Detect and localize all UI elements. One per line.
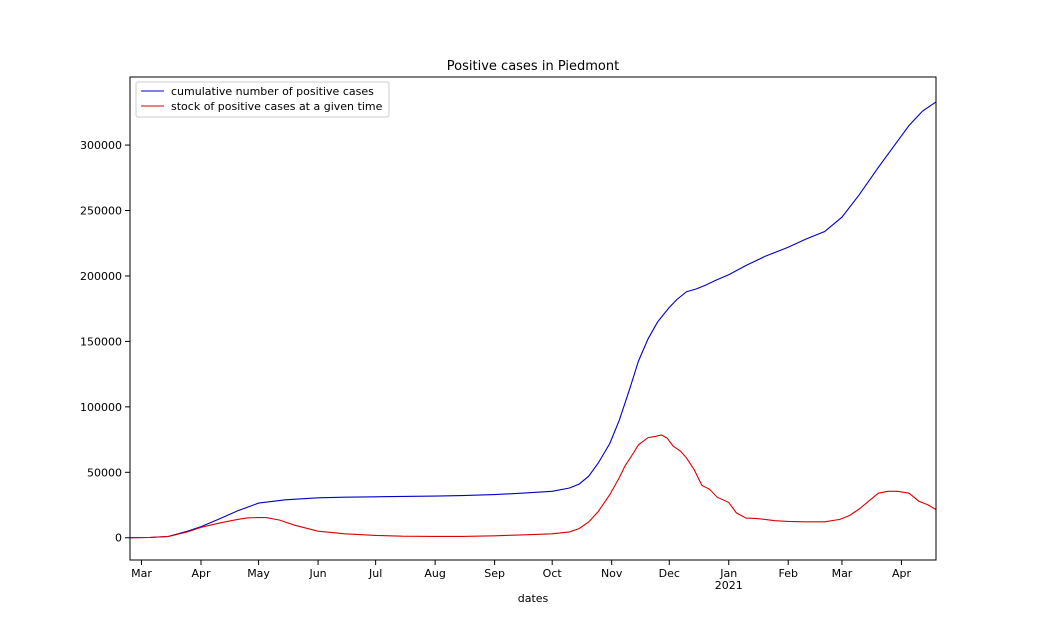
x-axis-label: dates	[518, 592, 549, 605]
legend-label-cumulative: cumulative number of positive cases	[171, 85, 374, 98]
y-tick-label: 100000	[80, 401, 122, 414]
legend-label-stock: stock of positive cases at a given time	[171, 100, 383, 113]
y-tick-label: 0	[115, 532, 122, 545]
plot-frame	[129, 76, 937, 561]
series-line-0	[129, 101, 937, 539]
x-tick-year-label: 2021	[715, 579, 743, 592]
series-layer	[129, 101, 937, 539]
x-tick-label: Apr	[892, 567, 912, 580]
x-tick-label: Jun	[308, 567, 326, 580]
x-tick-label: Jul	[368, 567, 382, 580]
x-tick-label: Nov	[601, 567, 623, 580]
y-tick-label: 150000	[80, 335, 122, 348]
x-tick-label: Aug	[424, 567, 445, 580]
x-tick-label: Sep	[484, 567, 505, 580]
legend-box	[135, 81, 390, 118]
x-tick-label: Feb	[778, 567, 797, 580]
x-tick-label: Mar	[131, 567, 152, 580]
y-tick-label: 200000	[80, 270, 122, 283]
x-tick-label: Mar	[832, 567, 853, 580]
series-line-1	[129, 434, 937, 539]
x-tick-label: May	[247, 567, 270, 580]
y-tick-label: 50000	[87, 466, 122, 479]
x-tick-label: Oct	[543, 567, 563, 580]
y-tick-label: 300000	[80, 139, 122, 152]
x-tick-label: Jan	[719, 567, 737, 580]
x-tick-label: Apr	[191, 567, 211, 580]
y-tick-label: 250000	[80, 205, 122, 218]
x-tick-label: Dec	[659, 567, 680, 580]
chart-title: Positive cases in Piedmont	[447, 59, 619, 74]
legend: cumulative number of positive cases stoc…	[135, 81, 390, 118]
